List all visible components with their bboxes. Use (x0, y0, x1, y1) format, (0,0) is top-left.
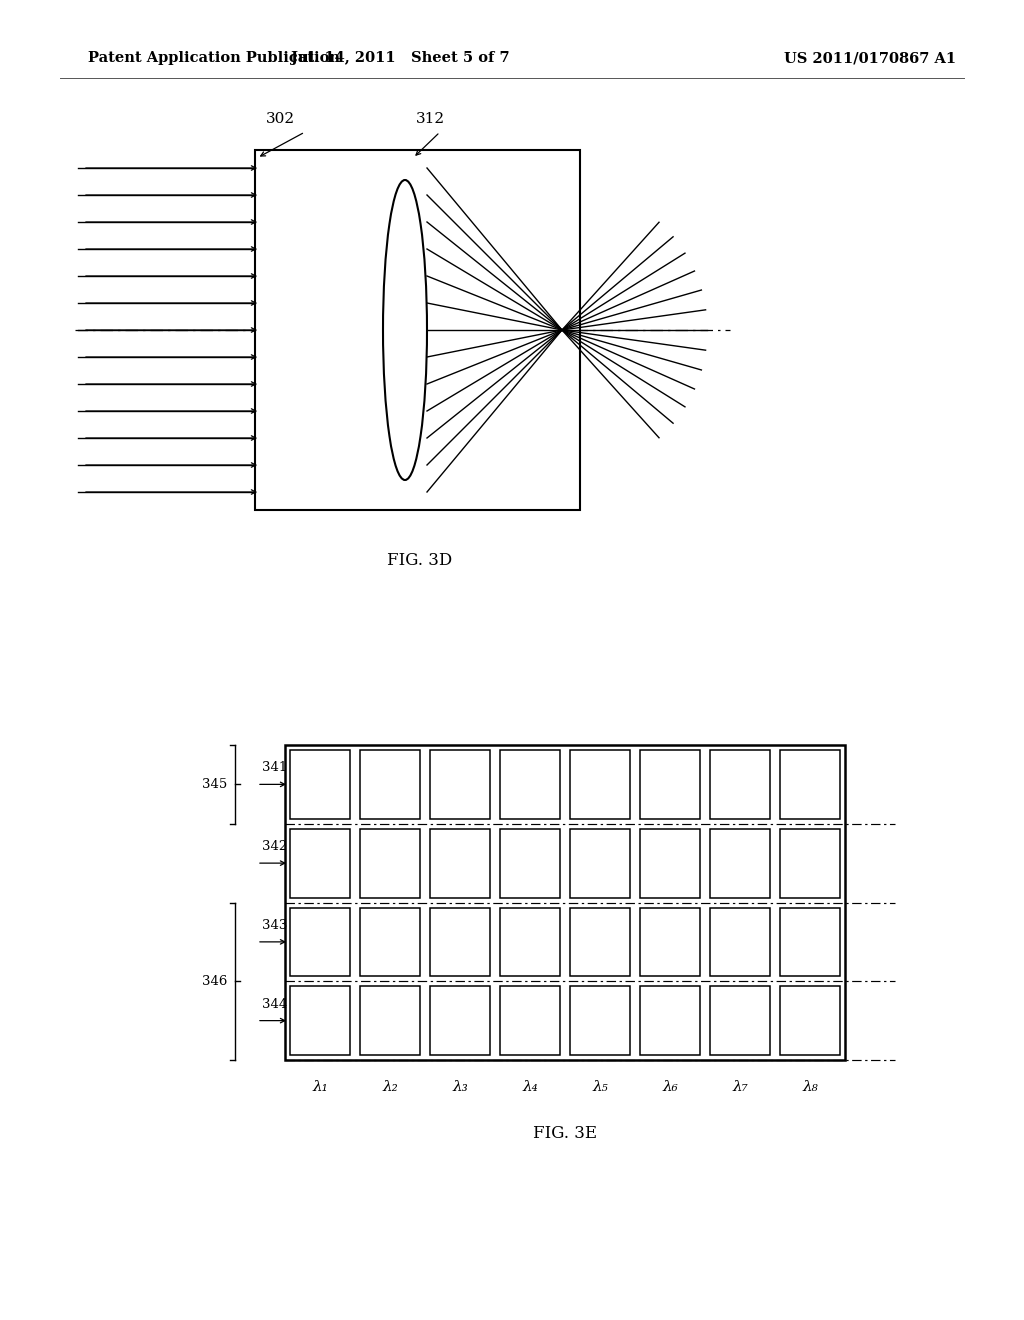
Bar (570, 908, 630, 977)
Bar (290, 829, 350, 898)
Bar (780, 829, 840, 898)
Bar (780, 750, 840, 818)
Text: FIG. 3D: FIG. 3D (387, 552, 453, 569)
Bar (640, 750, 700, 818)
Bar (710, 829, 770, 898)
Bar (640, 829, 700, 898)
Text: 342: 342 (262, 840, 288, 853)
Bar (430, 829, 490, 898)
Text: 346: 346 (202, 974, 227, 987)
Text: 341: 341 (262, 762, 288, 775)
Text: Patent Application Publication: Patent Application Publication (88, 51, 340, 65)
Text: λ₅: λ₅ (592, 1080, 608, 1094)
Bar (640, 908, 700, 977)
Bar (500, 986, 560, 1055)
Text: λ₄: λ₄ (522, 1080, 538, 1094)
Bar (570, 750, 630, 818)
Bar (500, 908, 560, 977)
Bar (255, 150, 580, 510)
Text: 345: 345 (202, 777, 227, 791)
Bar (430, 908, 490, 977)
Text: λ₂: λ₂ (382, 1080, 398, 1094)
Bar (360, 750, 420, 818)
Text: λ₈: λ₈ (802, 1080, 818, 1094)
Text: US 2011/0170867 A1: US 2011/0170867 A1 (784, 51, 956, 65)
Bar (500, 750, 560, 818)
Text: λ₁: λ₁ (312, 1080, 328, 1094)
Text: λ₆: λ₆ (663, 1080, 678, 1094)
Bar (285, 744, 845, 1060)
Bar (360, 829, 420, 898)
Ellipse shape (383, 180, 427, 480)
Text: λ₇: λ₇ (732, 1080, 748, 1094)
Text: λ₃: λ₃ (453, 1080, 468, 1094)
Bar (430, 986, 490, 1055)
Text: 302: 302 (265, 112, 295, 125)
Bar (430, 750, 490, 818)
Text: Jul. 14, 2011   Sheet 5 of 7: Jul. 14, 2011 Sheet 5 of 7 (291, 51, 509, 65)
Bar (500, 829, 560, 898)
Bar (290, 908, 350, 977)
Bar (780, 986, 840, 1055)
Bar (710, 750, 770, 818)
Bar (570, 986, 630, 1055)
Bar (710, 908, 770, 977)
Text: FIG. 3E: FIG. 3E (532, 1125, 597, 1142)
Text: 343: 343 (262, 919, 288, 932)
Bar (570, 829, 630, 898)
Text: 344: 344 (262, 998, 288, 1011)
Bar (710, 986, 770, 1055)
Bar (290, 986, 350, 1055)
Text: 312: 312 (416, 112, 444, 125)
Bar (780, 908, 840, 977)
Bar (360, 908, 420, 977)
Bar (290, 750, 350, 818)
Bar (640, 986, 700, 1055)
Bar (360, 986, 420, 1055)
